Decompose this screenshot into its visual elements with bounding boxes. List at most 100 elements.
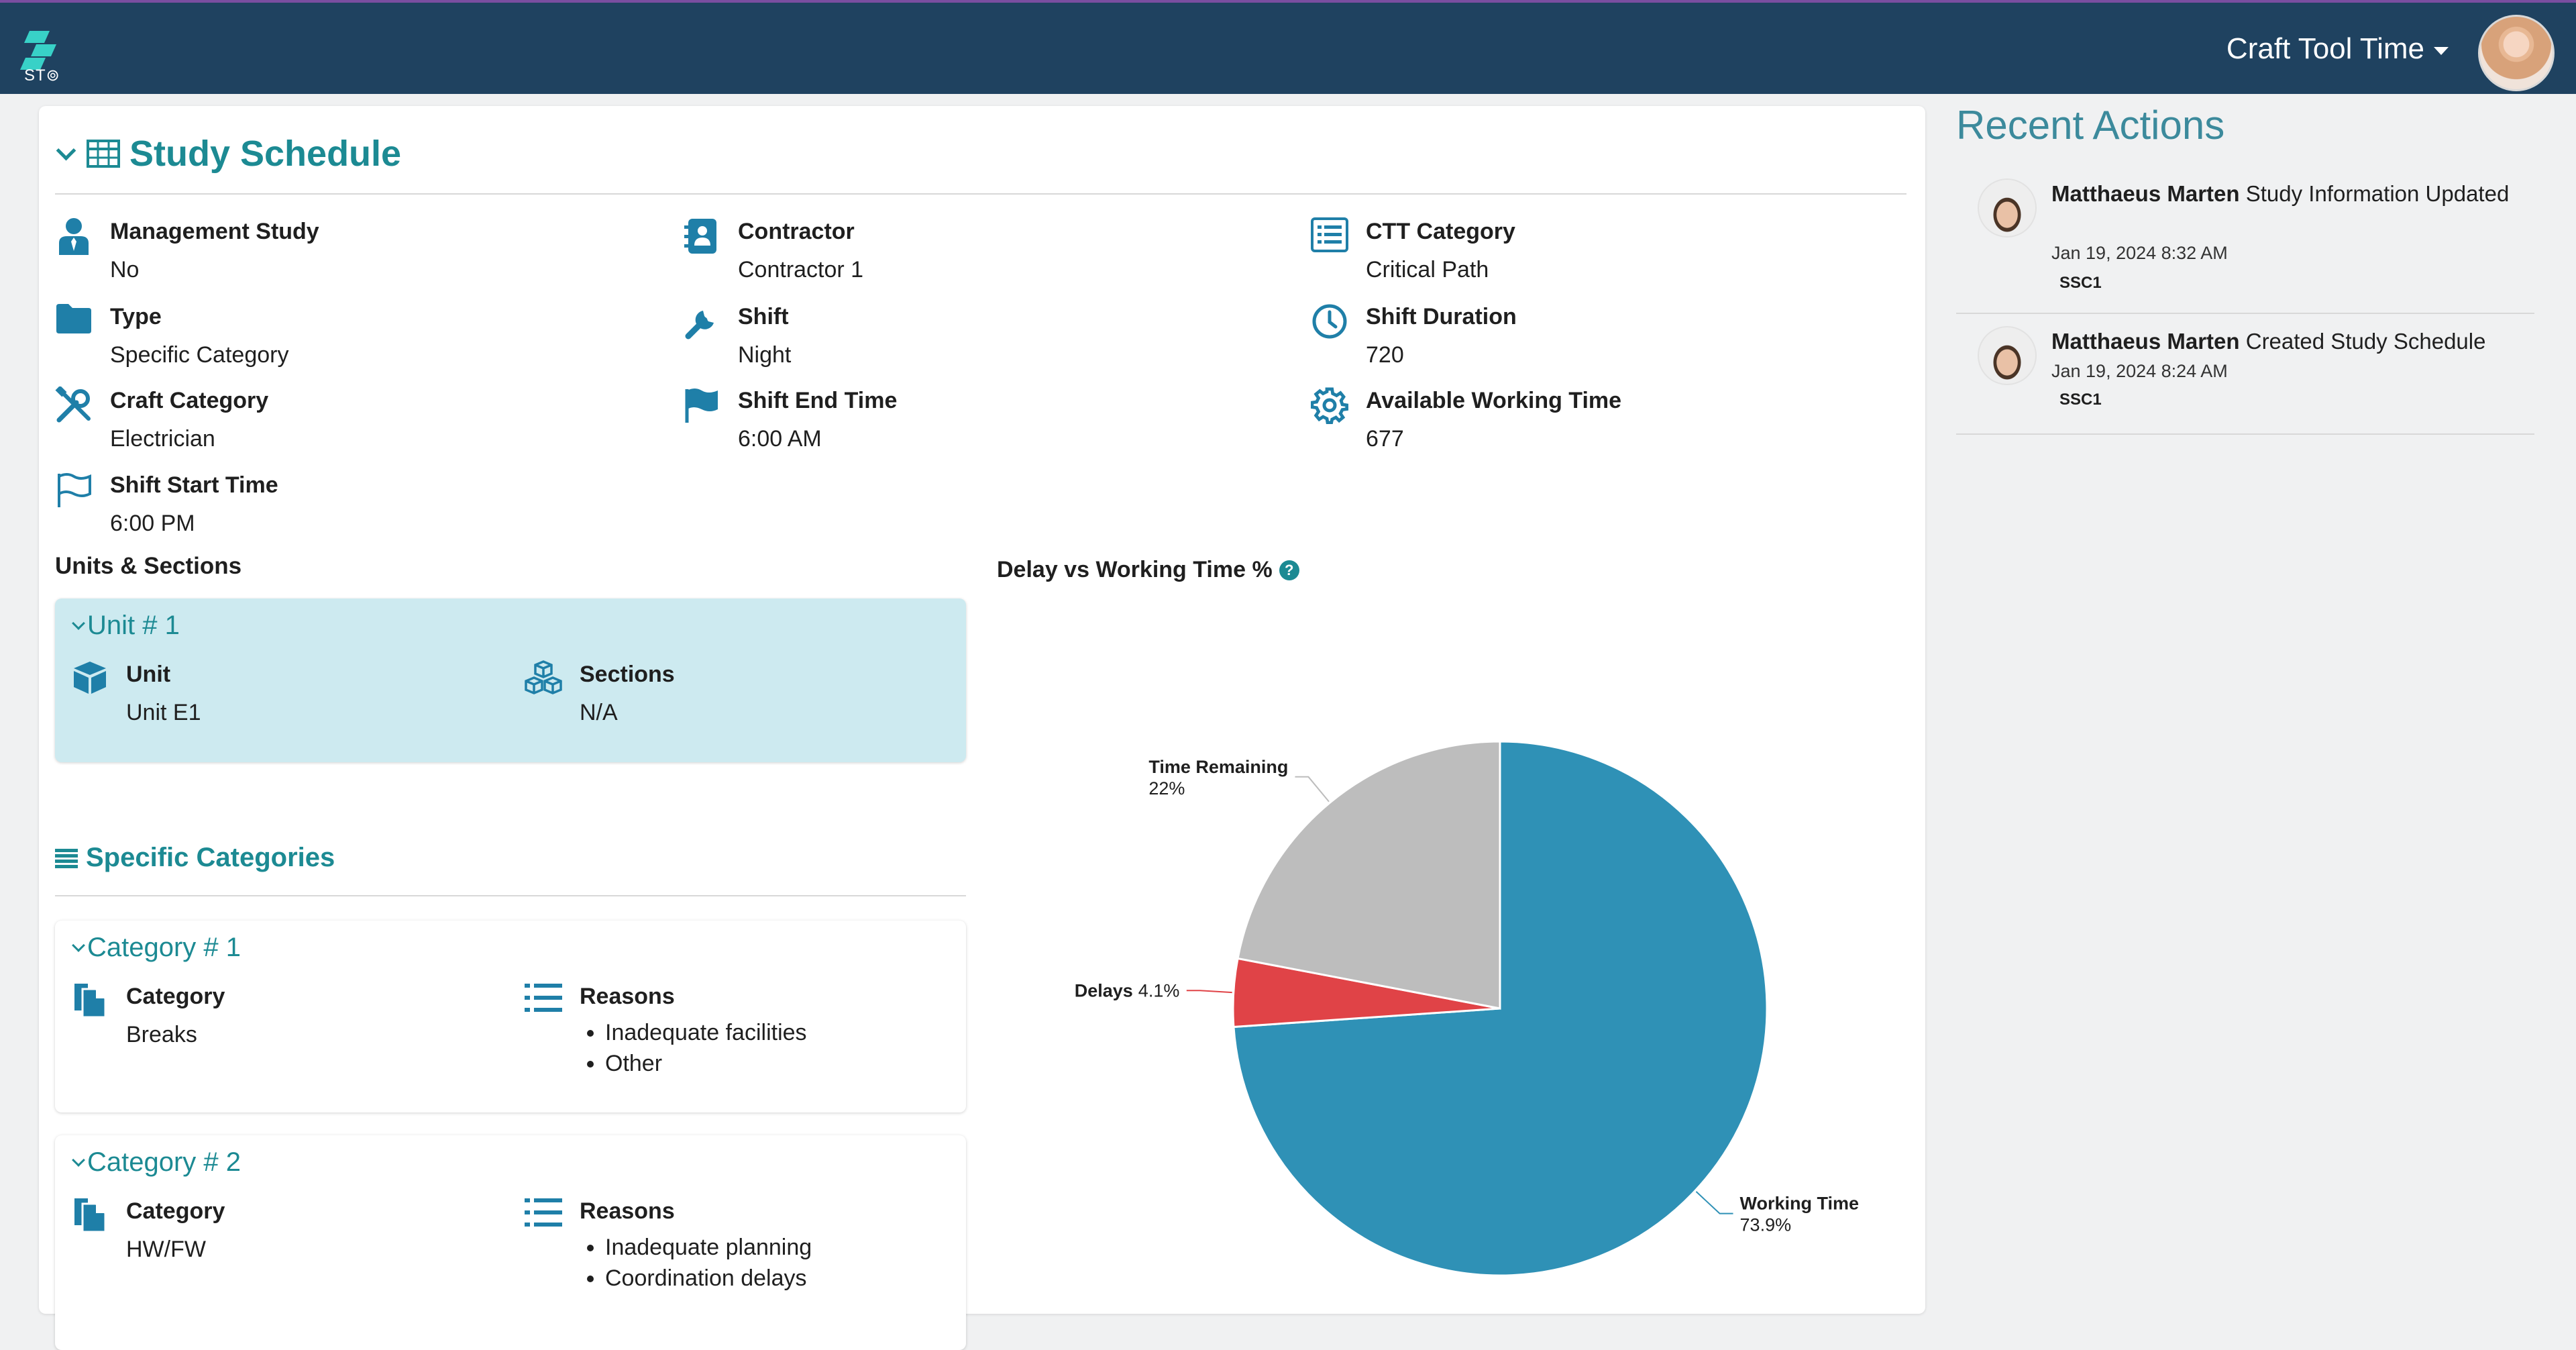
field-label: Management Study	[110, 219, 319, 244]
field-label: Type	[110, 304, 162, 329]
field-reasons: Reasons Inadequate planning Coordination…	[525, 1197, 812, 1294]
category-title: Category # 1	[87, 933, 241, 962]
help-icon[interactable]: ?	[1279, 560, 1299, 580]
list-item: Inadequate planning	[605, 1232, 812, 1263]
page-title: Study Schedule	[129, 134, 402, 174]
action-text: Matthaeus Marten Study Information Updat…	[2051, 178, 2521, 209]
field-label: Shift Duration	[1366, 304, 1517, 329]
list-item: Coordination delays	[605, 1263, 812, 1294]
table-icon	[87, 140, 120, 168]
slice-value-label: 4.1%	[1138, 980, 1180, 1000]
field-label: Category	[126, 984, 225, 1009]
app-title: Craft Tool Time	[2226, 32, 2424, 65]
chevron-down-icon[interactable]	[72, 938, 85, 952]
field-value: HW/FW	[126, 1237, 206, 1262]
field-value: Critical Path	[1366, 257, 1489, 282]
recent-action-item: Matthaeus Marten Study Information Updat…	[1956, 178, 2534, 314]
category-card: Category # 1 Category Breaks Reasons Ina…	[55, 921, 966, 1112]
unit-card: Unit # 1 Unit Unit E1 Sections N/A	[55, 599, 966, 762]
logo-text: ST⊚	[24, 66, 60, 85]
gear-icon	[1311, 387, 1348, 424]
slice-connector	[1295, 776, 1330, 802]
action-description: Created Study Schedule	[2245, 329, 2486, 354]
field-label: Reasons	[580, 1198, 675, 1224]
field-value: 6:00 PM	[110, 511, 195, 536]
unit-title: Unit # 1	[87, 611, 180, 640]
field-category: Category HW/FW	[71, 1197, 225, 1264]
flag-outline-icon	[58, 473, 91, 507]
units-sections-heading: Units & Sections	[55, 553, 242, 579]
field-label: Shift End Time	[738, 388, 898, 413]
category-card-header[interactable]: Category # 1	[71, 933, 241, 963]
field-shift-end-time: Shift End Time 6:00 AM	[683, 386, 897, 454]
field-contractor: Contractor Contractor 1	[683, 217, 863, 284]
app-logo-icon[interactable]	[20, 21, 67, 82]
slice-label: Delays	[1075, 980, 1133, 1000]
field-ctt-category: CTT Category Critical Path	[1311, 217, 1515, 284]
avatar	[1978, 178, 2037, 238]
slice-label: Working Time	[1740, 1194, 1860, 1214]
field-type: Type Specific Category	[55, 303, 288, 370]
field-craft-category: Craft Category Electrician	[55, 386, 268, 454]
field-value: Night	[738, 342, 792, 368]
field-management-study: Management Study No	[55, 217, 319, 284]
study-schedule-header[interactable]: Study Schedule	[55, 133, 401, 174]
field-value: 720	[1366, 342, 1404, 368]
chevron-down-icon[interactable]	[72, 616, 85, 630]
specific-categories-header: Specific Categories	[55, 843, 335, 873]
field-available-working-time: Available Working Time 677	[1311, 386, 1621, 454]
unit-card-header[interactable]: Unit # 1	[71, 611, 180, 641]
category-card-header[interactable]: Category # 2	[71, 1147, 241, 1178]
field-label: Shift Start Time	[110, 472, 278, 498]
folder-icon	[56, 304, 91, 333]
slice-connector	[1695, 1191, 1733, 1214]
list-ul-icon	[525, 984, 562, 1012]
field-label: Contractor	[738, 219, 855, 244]
recent-action-item: Matthaeus Marten Created Study Schedule …	[1956, 326, 2534, 435]
field-value: Unit E1	[126, 700, 201, 725]
study-schedule-card: Study Schedule Management Study No Type …	[39, 106, 1925, 1350]
specific-categories-title: Specific Categories	[86, 843, 335, 872]
field-value: Specific Category	[110, 342, 289, 368]
cubes-icon	[525, 660, 562, 694]
field-shift-duration: Shift Duration 720	[1311, 303, 1517, 370]
copy-icon	[74, 1198, 107, 1233]
list-ul-icon	[525, 1198, 562, 1227]
pie-slice-time-remaining[interactable]	[1236, 740, 1501, 1010]
action-tag: SSC1	[2059, 391, 2102, 409]
slice-label: Time Remaining	[1148, 757, 1288, 777]
field-label: CTT Category	[1366, 219, 1515, 244]
field-value: No	[110, 257, 140, 282]
clock-icon	[1312, 304, 1347, 339]
field-label: Shift	[738, 304, 789, 329]
chart-title-text: Delay vs Working Time %	[997, 557, 1273, 582]
caret-down-icon	[2434, 47, 2449, 55]
field-label: Craft Category	[110, 388, 269, 413]
wrench-icon	[685, 311, 714, 340]
chevron-down-icon[interactable]	[72, 1153, 85, 1167]
action-text: Matthaeus Marten Created Study Schedule	[2051, 326, 2521, 357]
field-label: Category	[126, 1198, 225, 1224]
field-shift: Shift Night	[683, 303, 791, 370]
chart-title: Delay vs Working Time % ?	[997, 557, 1299, 583]
reasons-list: Inadequate planning Coordination delays	[580, 1232, 812, 1294]
action-timestamp: Jan 19, 2024 8:32 AM	[2051, 243, 2228, 263]
flag-icon	[685, 388, 718, 423]
list-alt-icon	[1311, 217, 1348, 252]
category-card: Category # 2 Category HW/FW Reasons Inad…	[55, 1135, 966, 1350]
divider	[55, 193, 1907, 195]
field-sections: Sections N/A	[525, 660, 675, 727]
user-avatar[interactable]	[2478, 15, 2555, 91]
field-value: Breaks	[126, 1022, 197, 1047]
field-shift-start-time: Shift Start Time 6:00 PM	[55, 471, 278, 538]
field-value: Electrician	[110, 426, 215, 452]
action-timestamp: Jan 19, 2024 8:24 AM	[2051, 361, 2228, 381]
chevron-down-icon[interactable]	[56, 140, 76, 160]
field-label: Reasons	[580, 984, 675, 1009]
field-category: Category Breaks	[71, 982, 225, 1049]
avatar	[1978, 326, 2037, 385]
field-label: Unit	[126, 662, 171, 687]
cube-icon	[74, 662, 106, 694]
app-switcher[interactable]: Craft Tool Time	[2226, 32, 2449, 66]
field-unit: Unit Unit E1	[71, 660, 201, 727]
